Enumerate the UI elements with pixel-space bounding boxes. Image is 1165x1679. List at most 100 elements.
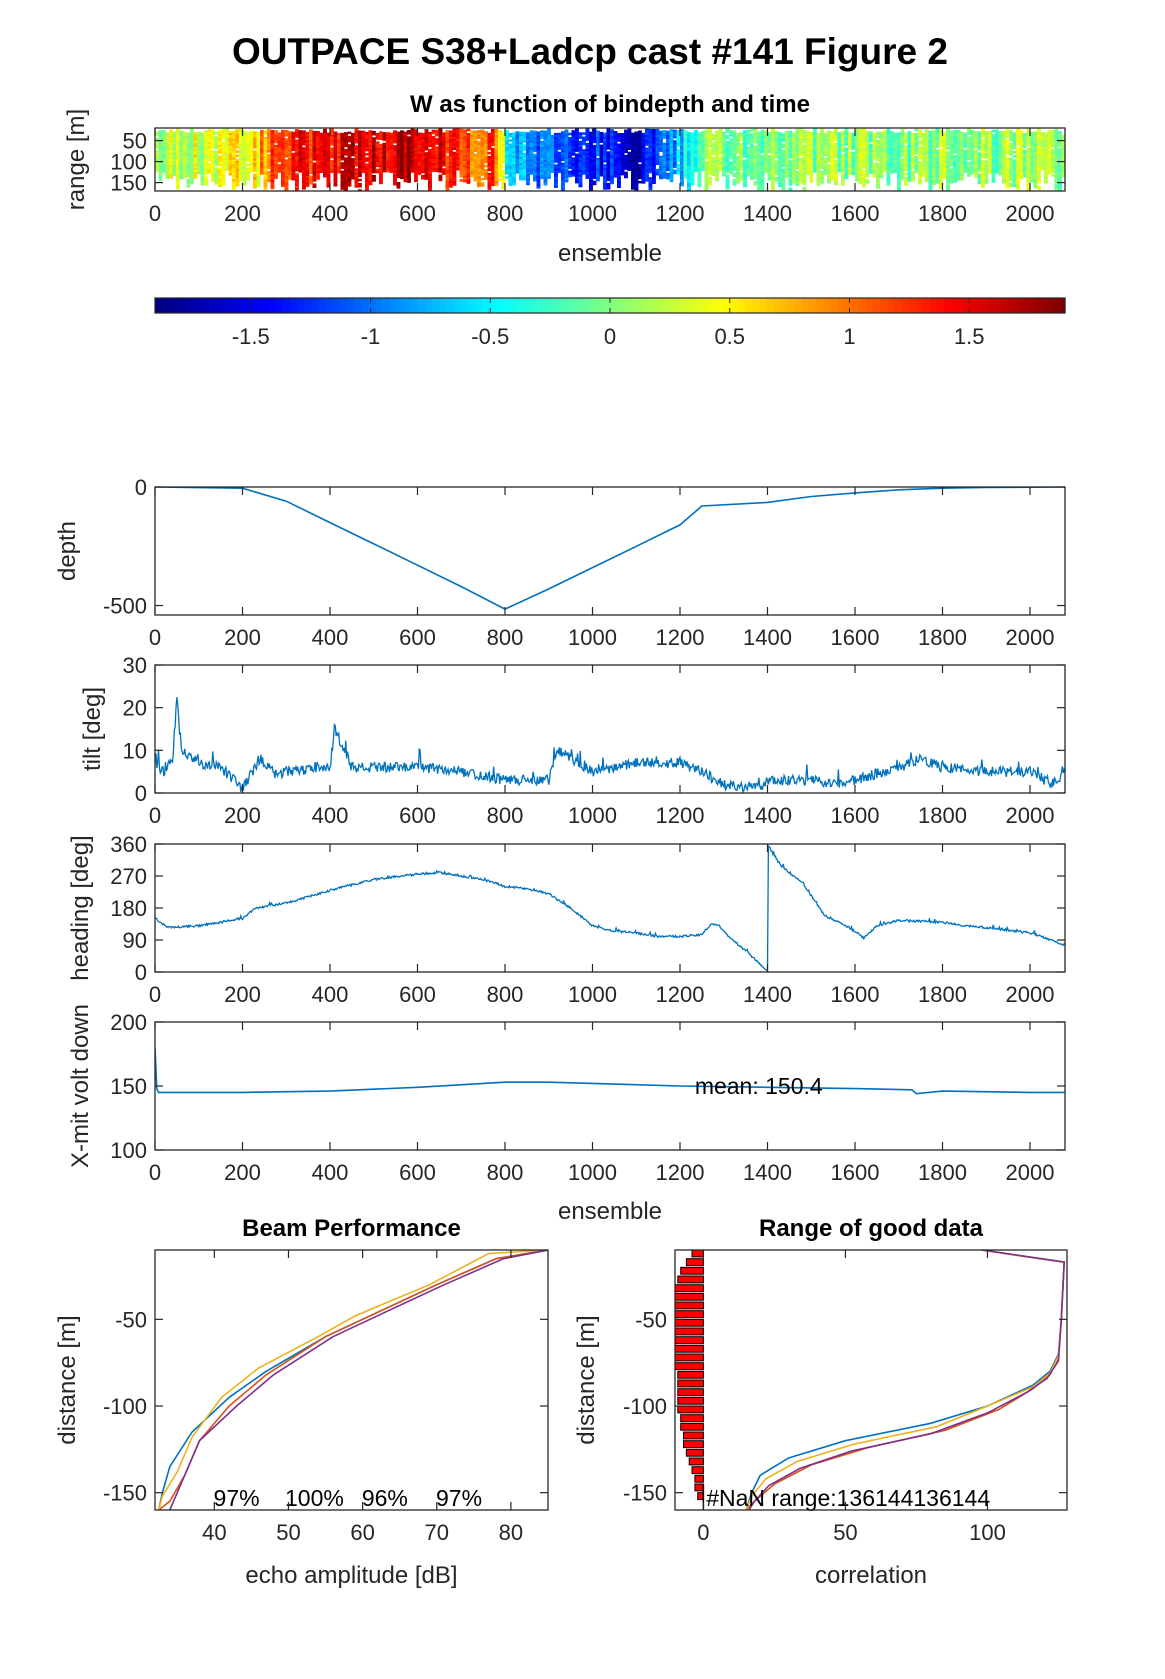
w-cell xyxy=(452,183,457,186)
w-cell xyxy=(309,152,313,156)
w-cell xyxy=(848,140,852,144)
w-cell xyxy=(736,170,740,174)
w-cell xyxy=(893,136,898,140)
w-cell xyxy=(638,145,642,148)
w-cell xyxy=(757,176,761,179)
w-cell xyxy=(711,144,716,147)
w-cell xyxy=(669,167,674,170)
w-cell xyxy=(298,165,303,169)
w-cell xyxy=(298,142,303,146)
w-cell xyxy=(186,153,191,157)
w-cell xyxy=(848,164,852,167)
w-cell xyxy=(326,138,331,142)
w-cell xyxy=(456,153,460,156)
w-cell xyxy=(589,173,593,177)
w-cell xyxy=(725,155,730,159)
w-cell xyxy=(771,132,775,136)
w-cell xyxy=(582,157,586,160)
w-cell xyxy=(561,187,565,191)
w-cell xyxy=(690,157,695,160)
w-cell xyxy=(883,138,887,141)
w-cell xyxy=(291,173,296,177)
w-cell xyxy=(211,137,215,141)
w-cell xyxy=(179,172,184,176)
w-cell xyxy=(246,173,250,177)
w-cell xyxy=(365,146,369,150)
w-cell xyxy=(179,130,184,134)
w-cell xyxy=(694,167,698,171)
w-cell xyxy=(400,145,404,148)
w-cell xyxy=(169,161,173,164)
w-cell xyxy=(757,159,761,162)
w-cell xyxy=(193,165,198,169)
w-cell xyxy=(900,154,905,157)
w-cell xyxy=(641,160,646,163)
w-cell xyxy=(729,140,733,143)
w-cell xyxy=(767,167,772,171)
w-cell xyxy=(270,146,275,150)
w-cell xyxy=(197,165,201,168)
w-cell xyxy=(795,166,800,170)
w-cell xyxy=(239,172,243,175)
w-cell xyxy=(344,172,348,175)
w-cell xyxy=(193,136,198,139)
w-cell xyxy=(585,174,590,177)
w-cell xyxy=(155,150,159,153)
w-cell xyxy=(246,131,250,135)
w-cell xyxy=(858,156,863,159)
w-cell xyxy=(536,148,541,151)
w-cell xyxy=(575,155,579,159)
w-cell xyxy=(424,173,429,176)
w-cell xyxy=(379,154,383,157)
w-cell xyxy=(498,163,502,167)
w-cell xyxy=(648,149,653,153)
w-cell xyxy=(806,143,810,146)
w-cell xyxy=(337,154,341,157)
w-cell xyxy=(484,173,488,176)
w-cell xyxy=(193,157,198,160)
w-cell xyxy=(589,177,593,181)
w-cell xyxy=(288,168,292,172)
w-cell xyxy=(792,139,796,142)
w-cell xyxy=(533,139,537,142)
w-cell xyxy=(400,130,404,133)
w-cell xyxy=(274,157,278,160)
w-cell xyxy=(309,179,313,183)
w-cell xyxy=(662,146,667,150)
w-cell xyxy=(536,152,541,155)
w-cell xyxy=(771,128,775,132)
w-cell xyxy=(802,157,807,160)
w-cell xyxy=(746,136,751,139)
w-cell xyxy=(711,163,716,166)
w-cell xyxy=(519,159,523,162)
w-cell xyxy=(197,135,201,139)
w-cell xyxy=(515,169,520,172)
w-cell xyxy=(655,128,660,132)
w-cell xyxy=(708,170,712,173)
w-cell xyxy=(655,135,660,138)
w-cell xyxy=(540,159,544,163)
w-cell xyxy=(841,139,845,142)
w-cell xyxy=(347,169,352,172)
w-cell xyxy=(270,157,275,160)
w-cell xyxy=(834,172,838,175)
w-cell xyxy=(480,159,485,162)
w-cell xyxy=(344,180,348,183)
w-cell xyxy=(673,165,677,168)
w-cell xyxy=(281,159,285,162)
w-cell xyxy=(326,147,331,150)
w-cell xyxy=(368,180,373,184)
w-cell xyxy=(890,158,894,162)
w-cell xyxy=(183,152,187,156)
w-cell xyxy=(869,150,873,153)
w-cell xyxy=(284,150,289,154)
w-cell xyxy=(452,162,457,165)
w-cell xyxy=(554,145,558,148)
w-cell xyxy=(169,129,173,133)
w-cell xyxy=(627,166,632,169)
w-cell xyxy=(564,161,569,164)
w-cell xyxy=(599,157,604,160)
w-cell xyxy=(361,153,366,157)
w-cell xyxy=(218,146,222,150)
w-cell xyxy=(323,137,327,140)
